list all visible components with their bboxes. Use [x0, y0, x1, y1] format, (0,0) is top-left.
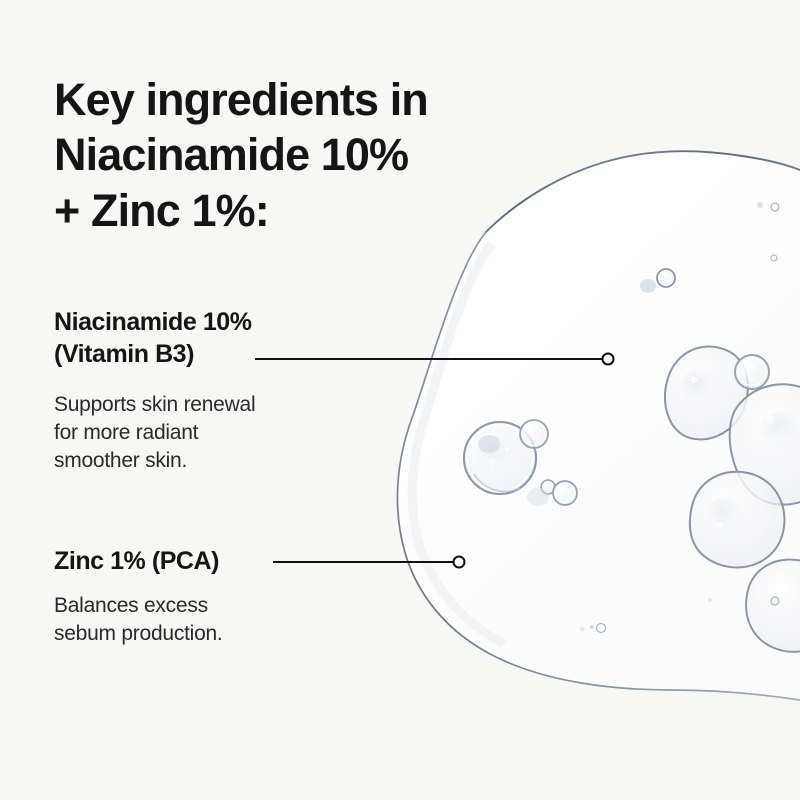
- leader-marker-niacinamide: [601, 352, 615, 366]
- bubble-small-upper-left: [519, 419, 549, 449]
- bubble-upper-right-small: [734, 354, 770, 390]
- ingredient-description-zinc: Balances excess sebum production.: [54, 594, 223, 645]
- bubble-bottom-right: [745, 558, 800, 653]
- bubble-lower-right: [688, 470, 786, 569]
- droplet-bubbles: [462, 202, 800, 653]
- ingredient-block-niacinamide: Niacinamide 10% (Vitamin B3) Supports sk…: [54, 306, 256, 475]
- ingredient-description-niacinamide: Supports skin renewal for more radiant s…: [54, 393, 256, 472]
- ingredient-name-zinc: Zinc 1% (PCA): [54, 547, 219, 575]
- leader-marker-zinc: [452, 555, 466, 569]
- ingredient-block-zinc: Zinc 1% (PCA) Balances excess sebum prod…: [54, 545, 223, 648]
- bubble-top-mid: [656, 268, 676, 288]
- bubble-tiny-a: [540, 479, 556, 495]
- micro-bubbles: [579, 202, 780, 634]
- blue-fleck-top: [640, 279, 656, 293]
- bubble-tiny-b: [552, 480, 578, 506]
- page-title: Key ingredients in Niacinamide 10% + Zin…: [54, 74, 429, 236]
- bubble-upper-right: [664, 345, 749, 441]
- leader-niacinamide: [255, 352, 615, 366]
- bubble-right-edge: [728, 383, 800, 506]
- leader-zinc: [273, 555, 466, 569]
- ingredient-name-niacinamide: Niacinamide 10% (Vitamin B3): [54, 308, 252, 368]
- bubble-shadow-left: [527, 488, 549, 506]
- bubble-large-left: [462, 420, 538, 496]
